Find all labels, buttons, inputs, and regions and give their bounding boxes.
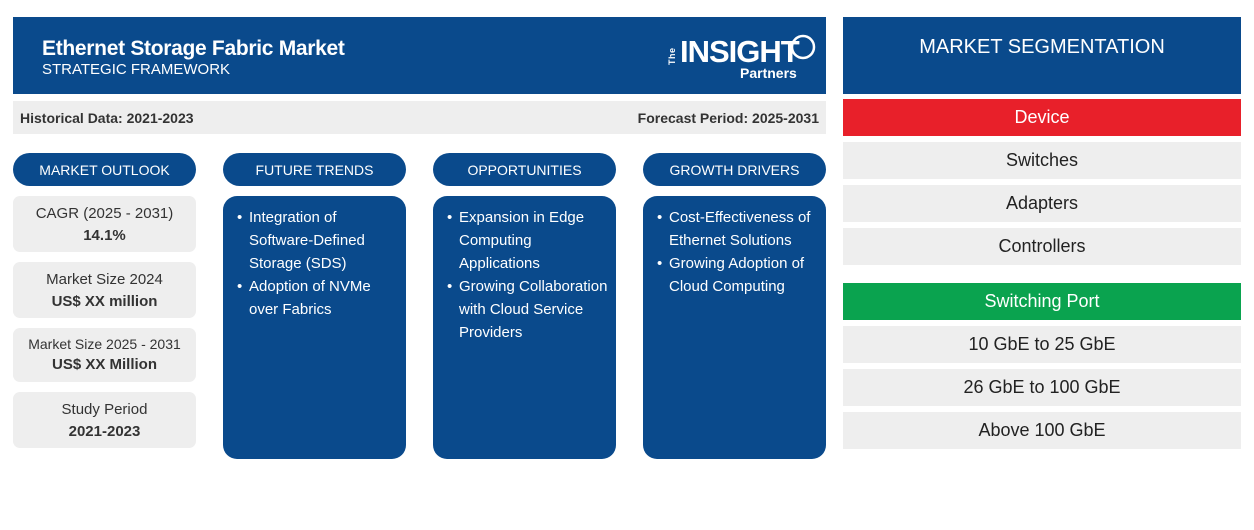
opportunities-card: Expansion in Edge Computing Applications… (433, 196, 616, 459)
market-outlook-heading: MARKET OUTLOOK (13, 153, 196, 186)
period-bar: Historical Data: 2021-2023 Forecast Peri… (13, 101, 826, 134)
future-trends-card: Integration of Software-Defined Storage … (223, 196, 406, 459)
insight-partners-logo: The INSIGHT Partners (667, 31, 817, 85)
page-subtitle: STRATEGIC FRAMEWORK (42, 61, 231, 78)
opportunities-heading: OPPORTUNITIES (433, 153, 616, 186)
segment-item: 26 GbE to 100 GbE (843, 369, 1241, 406)
stat-card-market-size-2024: Market Size 2024 US$ XX million (13, 262, 196, 318)
stat-card-cagr: CAGR (2025 - 2031) 14.1% (13, 196, 196, 252)
list-item: Integration of Software-Defined Storage … (235, 206, 398, 275)
stat-card-study-period: Study Period 2021-2023 (13, 392, 196, 448)
logo-the-text: The (667, 47, 677, 65)
stat-label: CAGR (2025 - 2031) (35, 205, 174, 222)
logo-insight-text: INSIGHT (680, 34, 800, 69)
growth-drivers-card: Cost-Effectiveness of Ethernet Solutions… (643, 196, 826, 459)
stat-label: Market Size 2024 (46, 271, 163, 288)
growth-drivers-heading: GROWTH DRIVERS (643, 153, 826, 186)
future-trends-heading: FUTURE TRENDS (223, 153, 406, 186)
logo-partners-text: Partners (740, 65, 797, 81)
forecast-period: Forecast Period: 2025-2031 (637, 110, 819, 126)
logo-ring-icon (790, 34, 816, 60)
header-banner: Ethernet Storage Fabric Market STRATEGIC… (13, 17, 826, 94)
historical-data: Historical Data: 2021-2023 (20, 110, 194, 126)
list-item: Growing Adoption of Cloud Computing (655, 252, 818, 298)
stat-label: Market Size 2025 - 2031 (28, 336, 181, 352)
stat-value: 2021-2023 (68, 423, 141, 440)
stat-card-market-size-forecast: Market Size 2025 - 2031 US$ XX Million (13, 328, 196, 382)
segmentation-title: MARKET SEGMENTATION (843, 17, 1241, 94)
segment-heading-device: Device (843, 99, 1241, 136)
segment-heading-switching-port: Switching Port (843, 283, 1241, 320)
segment-item: 10 GbE to 25 GbE (843, 326, 1241, 363)
segment-item: Controllers (843, 228, 1241, 265)
list-item: Adoption of NVMe over Fabrics (235, 275, 398, 321)
page-title: Ethernet Storage Fabric Market (42, 37, 345, 60)
segment-item: Above 100 GbE (843, 412, 1241, 449)
stat-label: Study Period (61, 401, 148, 418)
stat-value: US$ XX million (51, 293, 158, 310)
stat-value: US$ XX Million (51, 356, 157, 373)
list-item: Expansion in Edge Computing Applications (445, 206, 608, 275)
stat-value: 14.1% (83, 227, 126, 244)
list-item: Cost-Effectiveness of Ethernet Solutions (655, 206, 818, 252)
segment-item: Switches (843, 142, 1241, 179)
segment-item: Adapters (843, 185, 1241, 222)
list-item: Growing Collaboration with Cloud Service… (445, 275, 608, 344)
